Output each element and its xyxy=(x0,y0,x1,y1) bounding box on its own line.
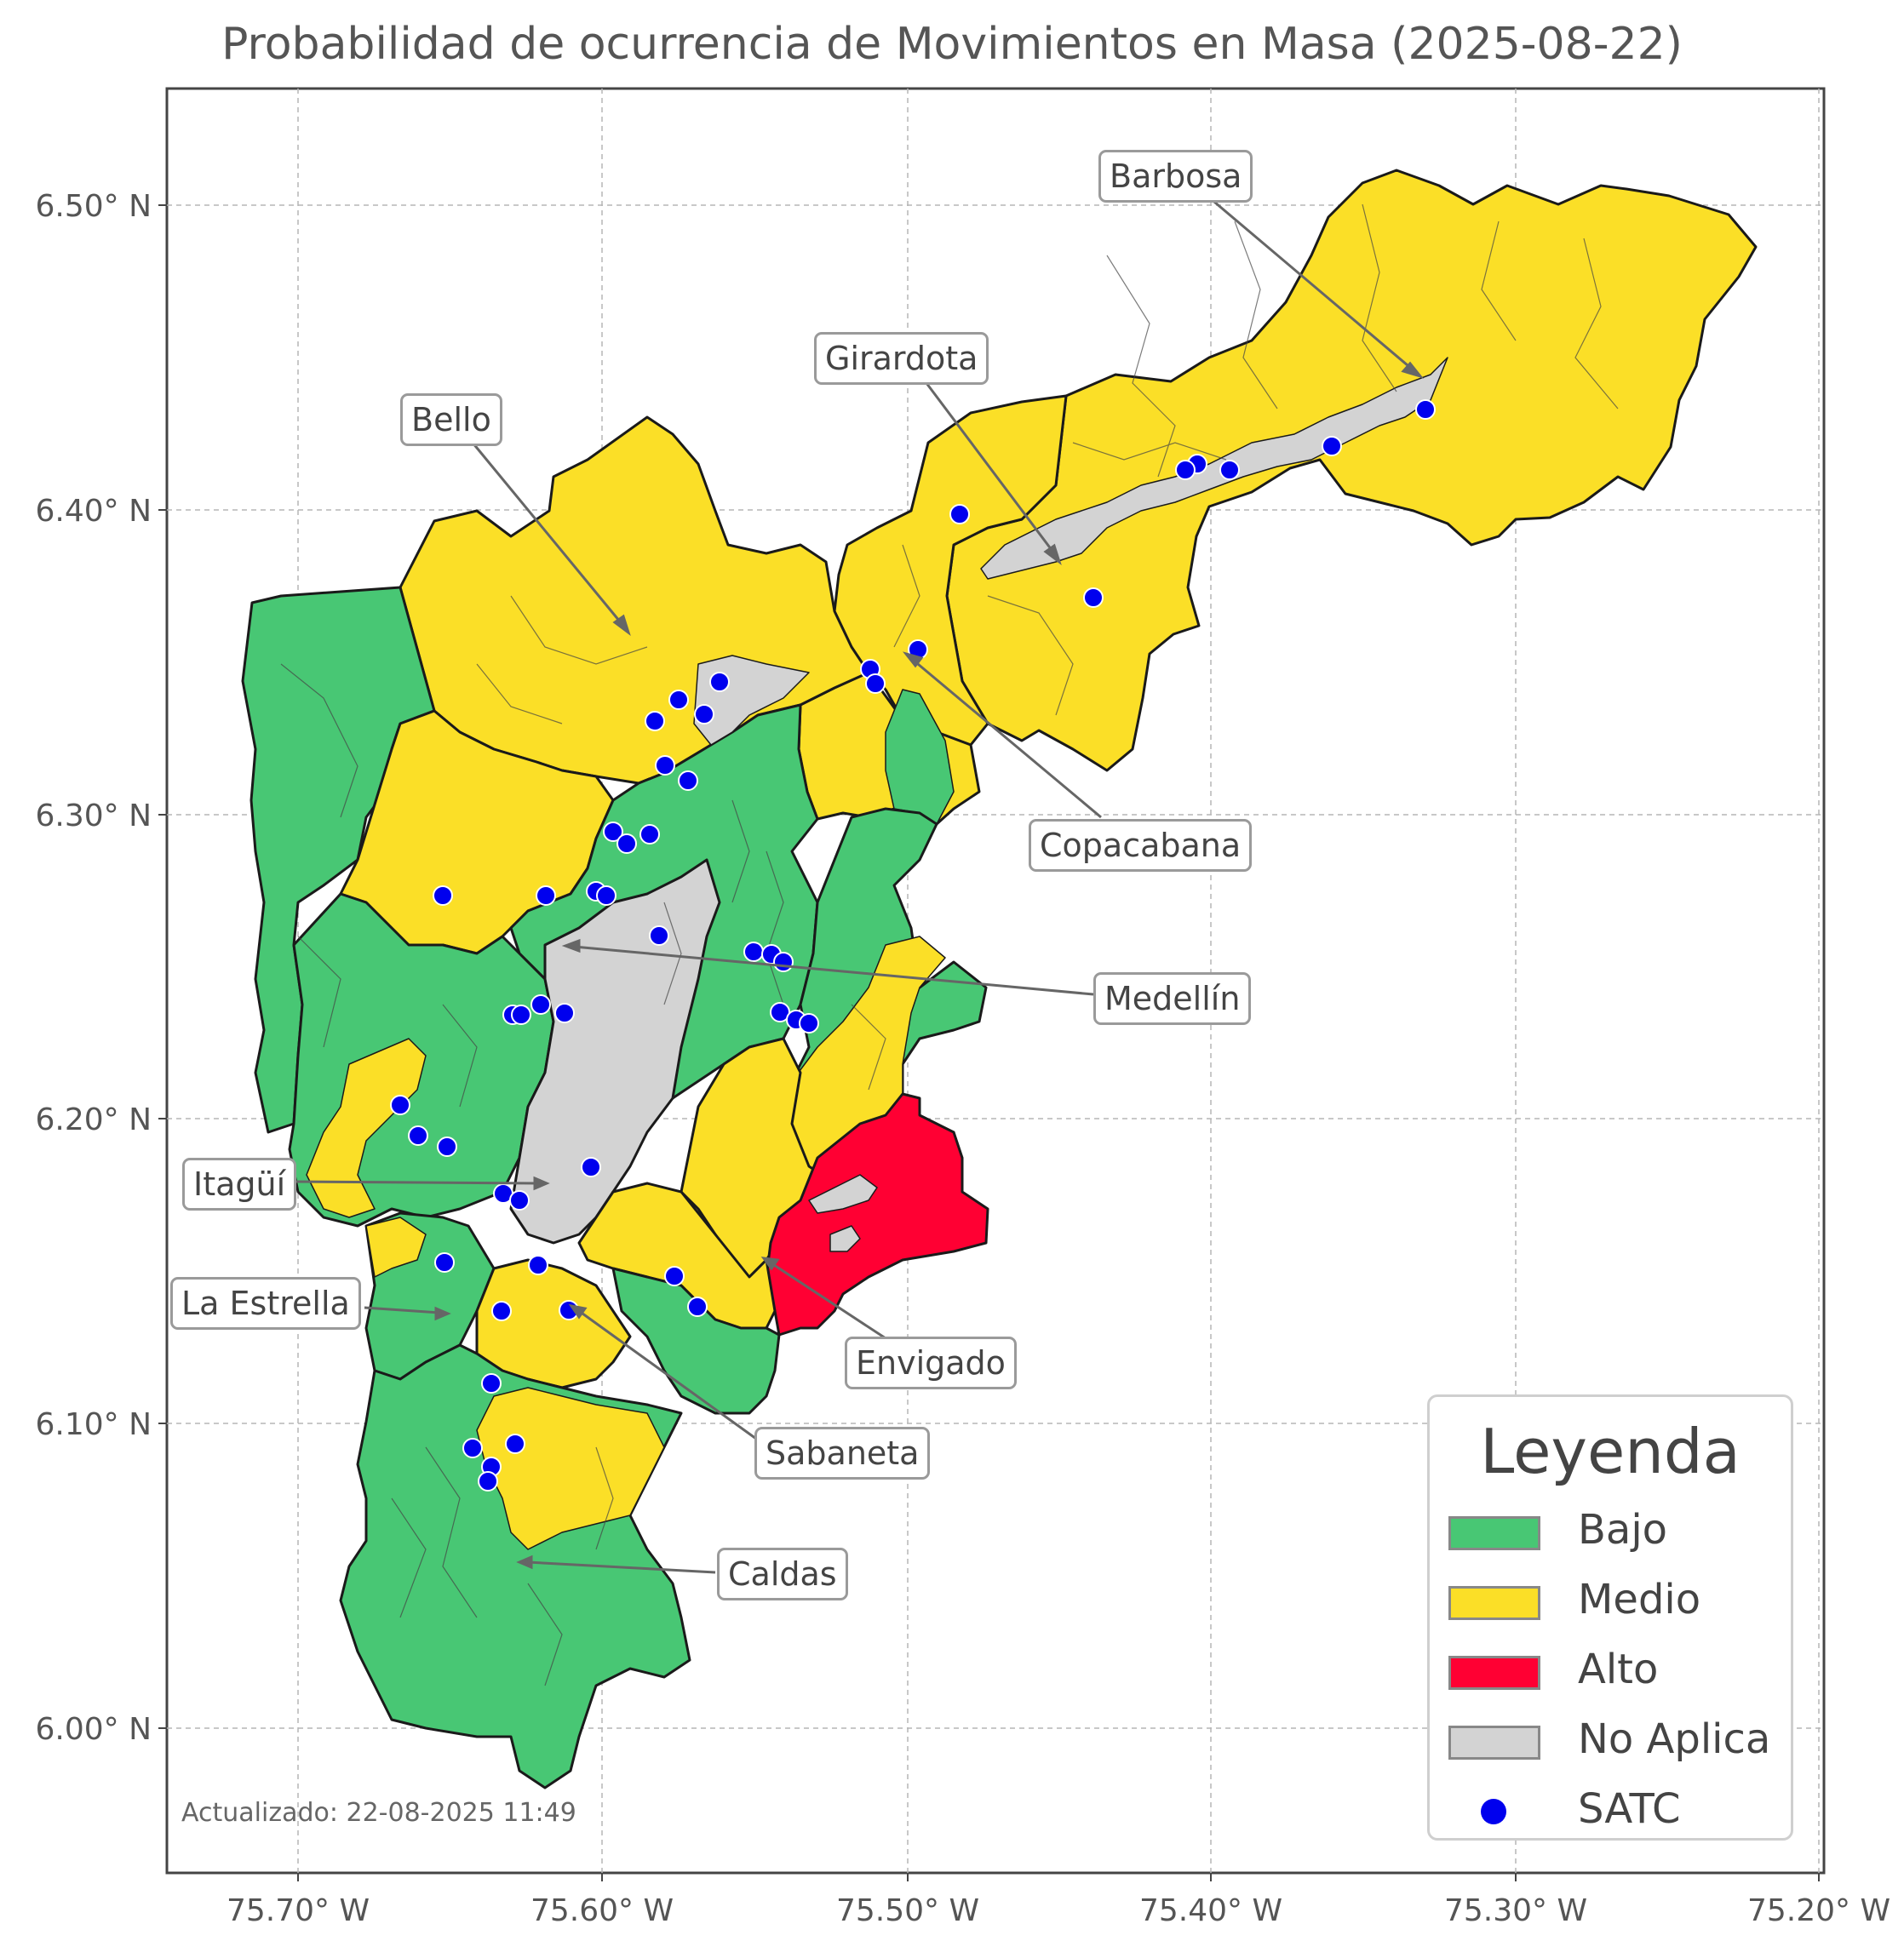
satc-points xyxy=(390,399,1436,1492)
legend-label: Alto xyxy=(1578,1646,1659,1693)
satc-point xyxy=(509,1190,530,1211)
satc-point xyxy=(437,1137,457,1157)
satc-point xyxy=(649,925,669,946)
satc-point xyxy=(528,1255,548,1275)
x-tick-label: 75.30° W xyxy=(1444,1893,1587,1928)
satc-point xyxy=(865,673,886,694)
y-tick-label: 6.40° N xyxy=(35,494,152,529)
satc-point xyxy=(664,1266,685,1286)
subdivisions xyxy=(280,203,1619,1686)
satc-point xyxy=(799,1013,819,1033)
legend-label: No Aplica xyxy=(1578,1715,1771,1763)
legend-dot-satc xyxy=(1481,1799,1506,1824)
map-title: Probabilidad de ocurrencia de Movimiento… xyxy=(221,19,1683,70)
arrow-sabaneta xyxy=(578,1309,757,1440)
x-tick-labels: 75.70° W 75.60° W 75.50° W 75.40° W 75.3… xyxy=(227,1893,1890,1928)
label-barbosa: Barbosa xyxy=(1098,150,1253,203)
arrow-itagui xyxy=(293,1180,539,1185)
label-caldas: Caldas xyxy=(717,1548,848,1600)
legend-swatch-bajo xyxy=(1448,1516,1540,1550)
updated-timestamp: Actualizado: 22-08-2025 11:49 xyxy=(181,1798,576,1828)
satc-point xyxy=(668,690,689,710)
satc-point xyxy=(694,704,714,724)
satc-point xyxy=(773,952,794,972)
satc-point xyxy=(1219,460,1240,480)
satc-point xyxy=(770,1002,790,1022)
label-sabaneta: Sabaneta xyxy=(754,1427,931,1480)
legend: Leyenda Bajo Medio Alto No Aplica SATC xyxy=(1427,1394,1793,1841)
arrow-bello xyxy=(471,442,625,627)
satc-point xyxy=(949,504,970,524)
satc-point xyxy=(709,672,730,692)
satc-point xyxy=(481,1373,502,1394)
legend-title: Leyenda xyxy=(1480,1416,1741,1487)
satc-point xyxy=(655,755,675,776)
y-tick-labels: 6.50° N 6.40° N 6.30° N 6.20° N 6.10° N … xyxy=(35,189,152,1747)
arrow-medellin xyxy=(573,945,1094,996)
legend-label: Bajo xyxy=(1578,1506,1668,1554)
arrow-copacabana xyxy=(912,658,1102,819)
x-tick-label: 75.70° W xyxy=(227,1893,370,1928)
satc-point xyxy=(434,1252,455,1273)
label-medellin: Medellín xyxy=(1093,972,1252,1025)
satc-point xyxy=(408,1125,428,1146)
satc-point xyxy=(505,1434,525,1454)
label-itagui: Itagüí xyxy=(182,1158,297,1211)
label-copacabana: Copacabana xyxy=(1029,819,1253,872)
region-envigado-grey-2 xyxy=(829,1225,861,1252)
y-tick-label: 6.00° N xyxy=(35,1712,152,1747)
satc-point xyxy=(678,770,698,791)
label-bello: Bello xyxy=(400,393,502,446)
region-envigado-grey-1 xyxy=(808,1174,878,1214)
satc-point xyxy=(1083,587,1104,608)
label-girardota: Girardota xyxy=(814,332,989,385)
annotation-arrows xyxy=(293,196,1425,1574)
satc-point xyxy=(596,885,617,906)
map-regions xyxy=(241,169,1758,1789)
x-tick-label: 75.20° W xyxy=(1747,1893,1890,1928)
x-tick-label: 75.50° W xyxy=(836,1893,979,1928)
satc-point xyxy=(639,824,660,845)
y-tick-label: 6.10° N xyxy=(35,1407,152,1442)
legend-label: Medio xyxy=(1578,1576,1701,1623)
satc-point xyxy=(511,1005,531,1025)
x-tick-label: 75.40° W xyxy=(1139,1893,1282,1928)
satc-point xyxy=(478,1471,498,1492)
region-la-estrella-medio xyxy=(365,1217,427,1278)
label-la-estrella: La Estrella xyxy=(170,1277,361,1330)
satc-point xyxy=(617,833,637,854)
y-tick-label: 6.30° N xyxy=(35,799,152,833)
satc-point xyxy=(462,1438,483,1458)
arrow-barbosa xyxy=(1208,196,1414,372)
satc-point xyxy=(433,885,453,906)
satc-point xyxy=(581,1157,601,1177)
region-barbosa xyxy=(945,169,1758,772)
satc-point xyxy=(603,822,623,842)
legend-swatch-alto xyxy=(1448,1656,1540,1690)
arrow-girardota xyxy=(922,379,1056,554)
legend-swatch-no-aplica xyxy=(1448,1726,1540,1760)
legend-label: SATC xyxy=(1578,1785,1681,1833)
arrow-la-estrella xyxy=(364,1306,440,1314)
satc-point xyxy=(390,1095,410,1115)
satc-point xyxy=(1175,460,1196,480)
y-tick-label: 6.50° N xyxy=(35,189,152,224)
region-sw-medio xyxy=(306,1038,427,1218)
arrow-caldas xyxy=(527,1560,716,1574)
satc-point xyxy=(530,994,551,1015)
legend-swatch-medio xyxy=(1448,1586,1540,1620)
arrow-envigado xyxy=(771,1262,886,1340)
satc-point xyxy=(554,1003,575,1023)
satc-point xyxy=(536,885,556,906)
label-envigado: Envigado xyxy=(845,1337,1017,1389)
satc-point xyxy=(1415,399,1436,420)
satc-point xyxy=(743,942,764,962)
satc-point xyxy=(645,711,665,731)
satc-point xyxy=(491,1301,512,1321)
satc-point xyxy=(1322,436,1342,456)
satc-point xyxy=(687,1297,708,1317)
y-tick-label: 6.20° N xyxy=(35,1102,152,1137)
x-tick-label: 75.60° W xyxy=(530,1893,674,1928)
